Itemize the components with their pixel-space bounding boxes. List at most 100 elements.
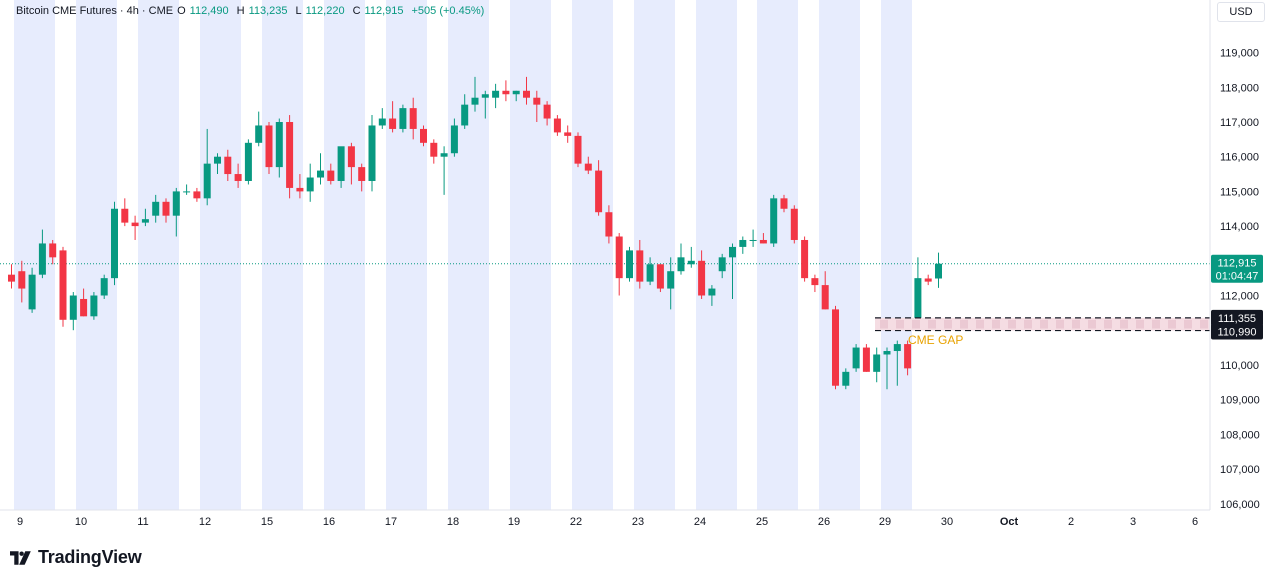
currency-button[interactable]: USD — [1217, 2, 1265, 22]
candle-56 — [584, 156, 592, 175]
candle-76 — [790, 205, 798, 244]
candle-90 — [935, 252, 942, 288]
candle-50 — [523, 76, 530, 105]
y-tick-label: 107,000 — [1220, 464, 1260, 476]
candle-83 — [862, 344, 870, 372]
candle-67 — [698, 250, 706, 299]
x-tick-label: 10 — [75, 516, 87, 528]
candle-6 — [69, 292, 77, 331]
candle-39 — [409, 97, 417, 140]
session-band-14 — [881, 0, 912, 510]
candle-35 — [368, 115, 376, 192]
session-band-12 — [757, 0, 798, 510]
candle-54 — [564, 125, 572, 143]
candle-3 — [38, 229, 46, 279]
session-band-1 — [76, 0, 117, 510]
candle-18 — [193, 187, 201, 202]
candle-66 — [687, 246, 695, 268]
candle-79 — [821, 271, 829, 310]
x-tick-label: 12 — [199, 516, 211, 528]
candle-42 — [440, 146, 448, 195]
time-axis: 9 10 11 12 15 16 17 18 19 22 23 24 25 26 29 30 Oct 2 3 6 — [17, 516, 1198, 528]
y-tick-label: 114,000 — [1220, 221, 1259, 233]
y-tick-label: 119,000 — [1220, 48, 1259, 60]
session-backgrounds — [14, 0, 912, 510]
low-value: 112,220 — [305, 5, 345, 17]
svg-text:111,355: 111,355 — [1218, 313, 1256, 325]
cme-gap-lines — [875, 317, 1210, 332]
candle-17 — [183, 184, 191, 195]
candle-40 — [420, 125, 427, 147]
candle-51 — [533, 90, 541, 122]
chart-legend: Bitcoin CME Futures · 4h · CME O 112,490 … — [16, 5, 488, 17]
candle-41 — [430, 139, 438, 164]
candle-10 — [111, 201, 118, 286]
candle-29 — [306, 163, 314, 202]
y-tick-label: 109,000 — [1220, 395, 1260, 407]
candle-44 — [461, 94, 469, 129]
candle-69 — [718, 253, 726, 279]
candle-48 — [502, 80, 510, 102]
session-band-2 — [138, 0, 179, 510]
session-band-8 — [510, 0, 551, 510]
candle-21 — [224, 149, 232, 181]
candle-49 — [512, 90, 520, 102]
candle-30 — [317, 153, 324, 185]
x-tick-label: 2 — [1068, 516, 1074, 528]
x-tick-label: 16 — [323, 516, 335, 528]
candle-87 — [904, 340, 912, 376]
x-tick-label: Oct — [1000, 516, 1019, 528]
y-tick-label: 108,000 — [1220, 429, 1260, 441]
candle-0 — [8, 264, 15, 289]
x-tick-label: 24 — [694, 516, 706, 528]
candle-74 — [770, 194, 778, 247]
candle-71 — [739, 236, 747, 254]
candle-16 — [172, 187, 180, 237]
svg-text:110,990: 110,990 — [1218, 327, 1257, 339]
session-band-5 — [324, 0, 365, 510]
x-tick-label: 15 — [261, 516, 273, 528]
x-tick-label: 26 — [818, 516, 830, 528]
x-tick-label: 18 — [447, 516, 459, 528]
x-tick-label: 23 — [632, 516, 644, 528]
y-tick-label: 117,000 — [1220, 117, 1259, 129]
candle-86 — [893, 340, 901, 386]
candle-68 — [708, 285, 716, 306]
candle-14 — [152, 194, 160, 223]
candle-60 — [626, 246, 633, 282]
high-value: 113,235 — [248, 5, 288, 17]
candle-8 — [90, 292, 98, 320]
candle-73 — [759, 233, 767, 244]
symbol-title: Bitcoin CME Futures · 4h · CME — [16, 5, 174, 17]
change-value: +505 (+0.45%) — [411, 5, 485, 17]
candle-70 — [729, 243, 736, 299]
svg-text:01:04:47: 01:04:47 — [1216, 271, 1259, 283]
candle-88 — [914, 257, 922, 318]
candle-38 — [399, 104, 407, 133]
candle-2 — [28, 267, 36, 313]
high-label: H — [236, 5, 245, 17]
candle-36 — [378, 108, 386, 129]
low-label: L — [295, 5, 302, 17]
candle-62 — [646, 257, 654, 286]
x-tick-label: 29 — [879, 516, 891, 528]
candle-57 — [595, 160, 603, 216]
candle-1 — [18, 260, 26, 303]
candle-61 — [636, 239, 644, 289]
x-tick-label: 25 — [756, 516, 768, 528]
candle-9 — [100, 274, 108, 299]
candle-77 — [801, 236, 809, 282]
tradingview-logo[interactable]: TradingView — [10, 547, 142, 568]
svg-text:112,915: 112,915 — [1218, 258, 1257, 270]
candle-28 — [296, 174, 304, 199]
candle-11 — [121, 198, 129, 227]
candle-31 — [327, 163, 335, 185]
close-label: C — [352, 5, 361, 17]
x-tick-label: 6 — [1192, 516, 1198, 528]
candle-85 — [883, 347, 891, 390]
candle-80 — [832, 305, 839, 390]
candle-24 — [255, 111, 263, 147]
